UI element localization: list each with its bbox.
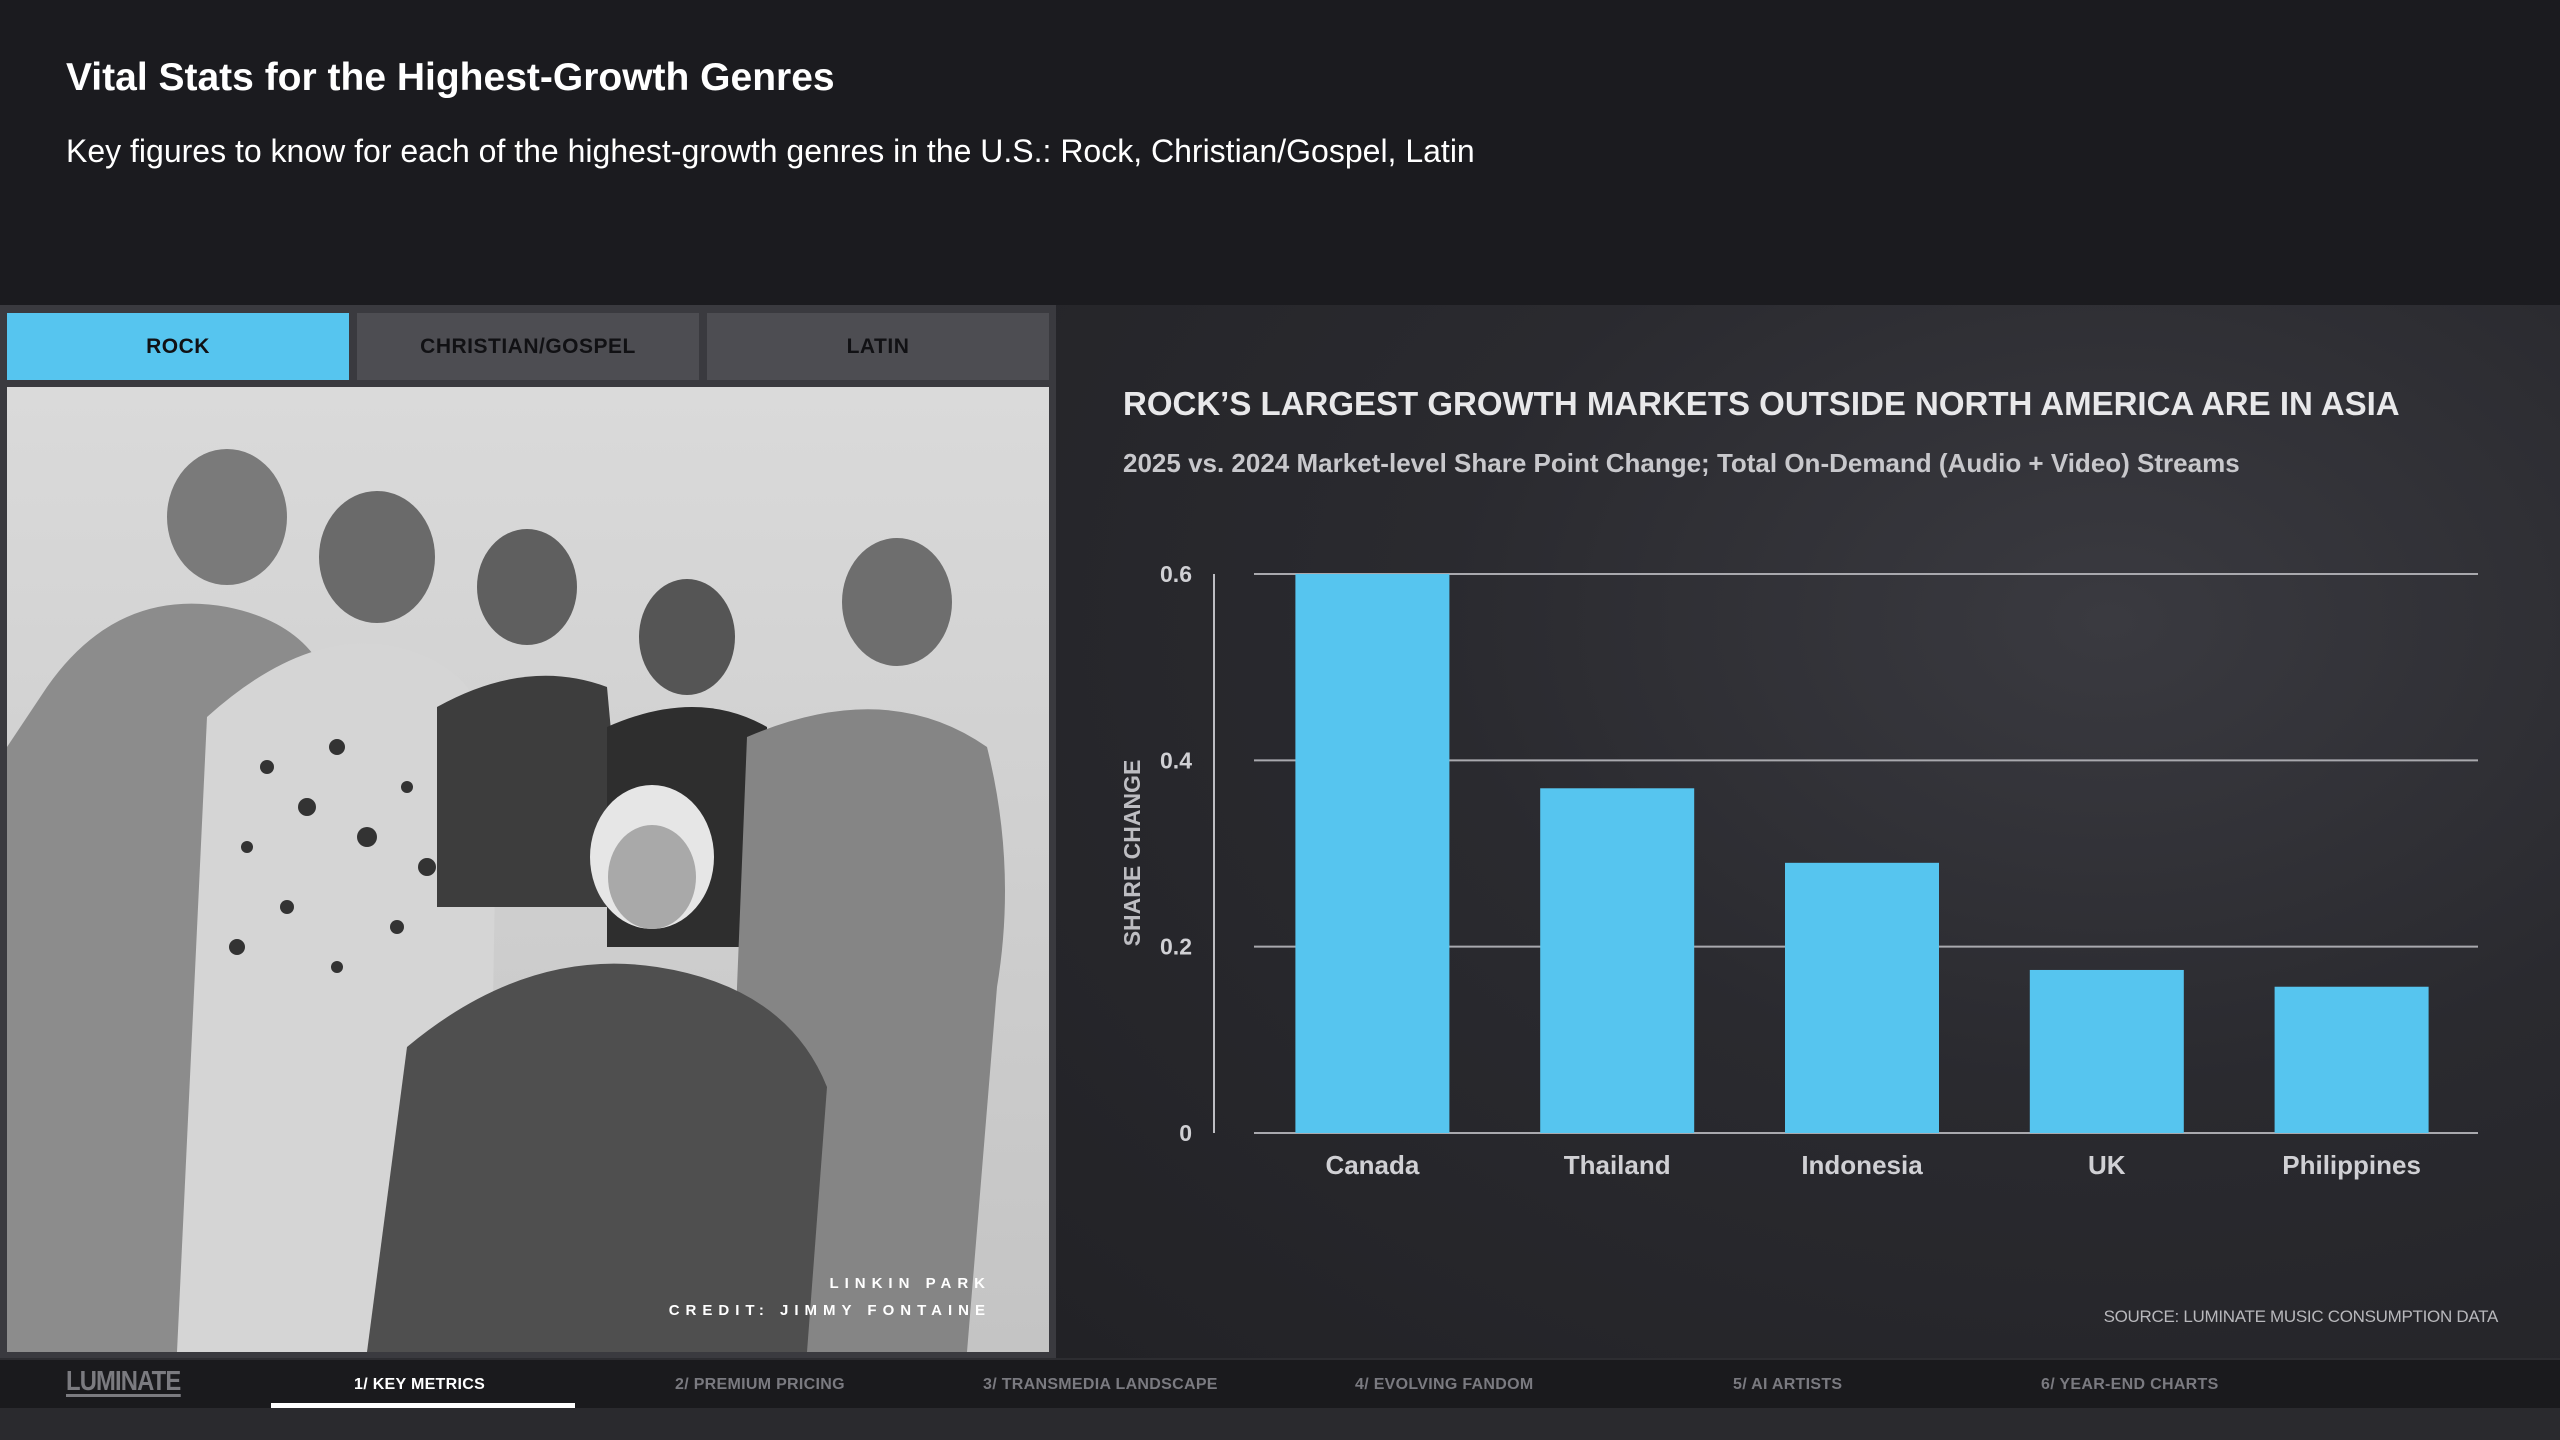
y-tick-label: 0.2: [1160, 934, 1192, 960]
photo-caption-credit: CREDIT: JIMMY FONTAINE: [668, 1302, 991, 1319]
x-tick-label: Canada: [1325, 1150, 1419, 1180]
y-tick-label: 0: [1179, 1120, 1192, 1146]
nav-item-key-metrics[interactable]: 1/ KEY METRICS: [354, 1376, 486, 1393]
y-tick-label: 0.6: [1160, 561, 1192, 587]
nav-item-premium-pricing[interactable]: 2/ PREMIUM PRICING: [675, 1376, 845, 1393]
bar: [1295, 574, 1450, 1133]
bar: [2274, 986, 2429, 1133]
band-photo-illustration: [7, 387, 1049, 1352]
band-photo: LINKIN PARK CREDIT: JIMMY FONTAINE: [7, 387, 1049, 1352]
luminate-logo[interactable]: LUMINATE: [66, 1365, 181, 1397]
x-tick-label: UK: [2088, 1150, 2126, 1180]
y-tick-label: 0.4: [1160, 747, 1192, 773]
footer-bar: [0, 1408, 2560, 1440]
tab-rock[interactable]: ROCK: [7, 313, 349, 380]
active-nav-indicator: [271, 1403, 575, 1409]
bar: [2029, 969, 2184, 1133]
x-tick-label: Thailand: [1564, 1150, 1671, 1180]
genre-panel: ROCK CHRISTIAN/GOSPEL LATIN: [0, 305, 1056, 1358]
bottom-nav: LUMINATE 1/ KEY METRICS 2/ PREMIUM PRICI…: [0, 1358, 2560, 1410]
photo-credit: LINKIN PARK CREDIT: JIMMY FONTAINE: [669, 1270, 991, 1324]
chart-title: ROCK’S LARGEST GROWTH MARKETS OUTSIDE NO…: [1123, 385, 2400, 422]
chart-source: SOURCE: LUMINATE MUSIC CONSUMPTION DATA: [2103, 1307, 2499, 1326]
nav-item-evolving-fandom[interactable]: 4/ EVOLVING FANDOM: [1355, 1376, 1534, 1393]
nav-item-year-end-charts[interactable]: 6/ YEAR-END CHARTS: [2041, 1376, 2219, 1393]
genre-tabs: ROCK CHRISTIAN/GOSPEL LATIN: [7, 313, 1049, 380]
nav-item-transmedia-landscape[interactable]: 3/ TRANSMEDIA LANDSCAPE: [983, 1376, 1218, 1393]
chart-subtitle: 2025 vs. 2024 Market-level Share Point C…: [1123, 448, 2240, 478]
tab-christian-gospel[interactable]: CHRISTIAN/GOSPEL: [357, 313, 699, 380]
photo-caption-artist: LINKIN PARK: [829, 1275, 991, 1292]
x-tick-label: Philippines: [2282, 1150, 2421, 1180]
bar: [1785, 862, 1939, 1133]
x-tick-label: Indonesia: [1801, 1150, 1923, 1180]
bar: [1540, 788, 1695, 1133]
page-subtitle: Key figures to know for each of the high…: [66, 133, 1475, 169]
chart-panel: ROCK’S LARGEST GROWTH MARKETS OUTSIDE NO…: [1056, 305, 2560, 1358]
page-title: Vital Stats for the Highest-Growth Genre…: [66, 56, 835, 99]
nav-item-ai-artists[interactable]: 5/ AI ARTISTS: [1733, 1376, 1843, 1393]
tab-latin[interactable]: LATIN: [707, 313, 1049, 380]
y-axis-title: SHARE CHANGE: [1119, 760, 1145, 947]
bar-chart: 0 0.2 0.4 0.6 SHARE CHANGE Canada Thailand Indo…: [1119, 561, 2478, 1180]
